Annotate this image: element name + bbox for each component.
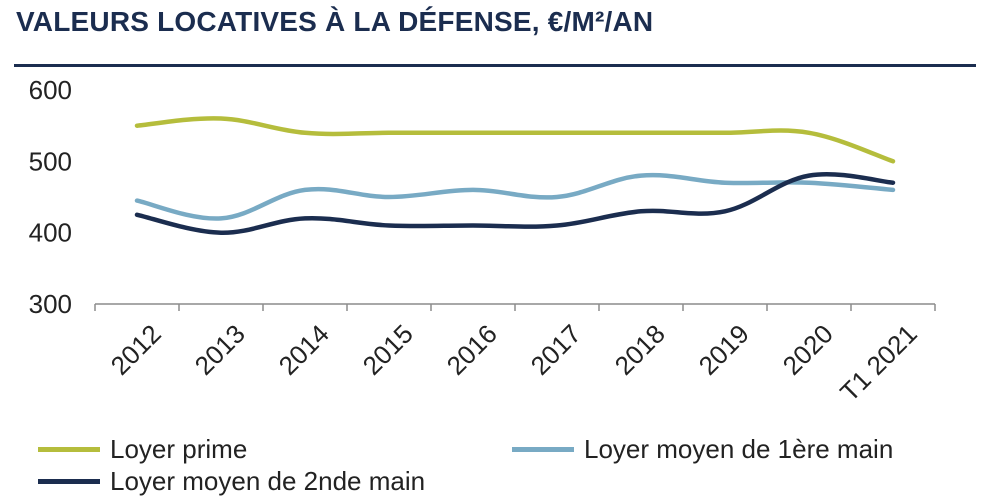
series-layer: [134, 116, 896, 235]
x-tick-label: T1 2021: [834, 319, 923, 408]
y-tick-label: 300: [29, 289, 72, 319]
x-tick-label: 2018: [609, 319, 671, 381]
y-tick-label: 600: [29, 75, 72, 105]
x-tick-label: 2016: [441, 319, 503, 381]
y-tick-label: 400: [29, 218, 72, 248]
x-tick-label: 2015: [357, 319, 419, 381]
x-tick-label: 2020: [777, 319, 839, 381]
series-line-loyer-moyen-1ere-main: [134, 172, 896, 221]
x-tick-label: 2019: [693, 319, 755, 381]
series-line-loyer-prime: [134, 116, 896, 164]
x-tick-label: 2014: [273, 319, 335, 381]
x-tick-label: 2017: [525, 319, 587, 381]
title-divider: [14, 64, 976, 67]
series-line-loyer-moyen-2nde-main: [134, 172, 896, 235]
x-tick-label: 2013: [189, 319, 251, 381]
x-tick-label: 2012: [105, 319, 167, 381]
chart-title: VALEURS LOCATIVES À LA DÉFENSE, €/M²/AN: [16, 6, 654, 37]
y-tick-label: 500: [29, 146, 72, 176]
y-axis: 300 400 500 600: [29, 75, 72, 319]
